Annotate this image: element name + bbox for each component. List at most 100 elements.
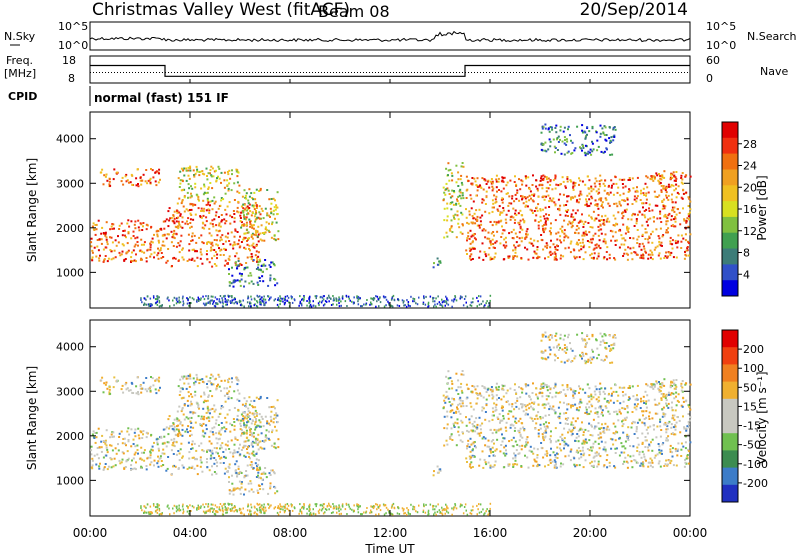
power-point (255, 231, 258, 234)
power-point (500, 236, 503, 238)
power-point (590, 153, 593, 156)
velocity-point (532, 452, 535, 455)
velocity-point (156, 462, 159, 465)
velocity-point (172, 453, 175, 455)
power-point (149, 297, 152, 300)
velocity-point (550, 439, 552, 442)
power-point (529, 237, 532, 240)
velocity-point (252, 467, 255, 470)
velocity-point (507, 465, 510, 467)
power-point (182, 300, 184, 303)
velocity-point (255, 439, 258, 442)
power-point (584, 136, 587, 139)
velocity-point (461, 421, 464, 424)
power-point (324, 303, 326, 306)
power-point (482, 228, 485, 231)
velocity-point (489, 466, 492, 469)
nave-point (582, 72, 583, 73)
power-point (526, 233, 529, 236)
power-point (256, 230, 259, 233)
power-point (445, 231, 448, 234)
power-point (196, 168, 199, 171)
velocity-point (571, 429, 574, 432)
power-point (642, 245, 645, 248)
power-point (447, 169, 450, 172)
power-point (248, 244, 251, 247)
power-point (219, 225, 222, 228)
velocity-point (215, 432, 218, 435)
power-point (229, 177, 232, 180)
velocity-point (144, 388, 147, 391)
velocity-point (179, 387, 182, 390)
power-point (670, 224, 673, 227)
velocity-point (256, 489, 259, 492)
velocity-point (462, 432, 464, 435)
power-point (509, 218, 512, 221)
velocity-point (237, 472, 240, 475)
velocity-point (551, 408, 554, 411)
velocity-point (518, 386, 520, 389)
power-point (566, 140, 569, 143)
power-point (119, 254, 122, 257)
power-point (116, 171, 119, 174)
power-point (241, 273, 243, 276)
velocity-point (589, 446, 592, 449)
velocity-point (193, 382, 195, 385)
velocity-point (126, 450, 129, 453)
velocity-point (206, 466, 209, 469)
power-point (594, 204, 597, 207)
velocity-point (502, 437, 505, 440)
power-point (603, 134, 606, 136)
velocity-point (236, 377, 239, 380)
velocity-point (232, 452, 234, 455)
power-point (661, 207, 664, 210)
velocity-point (207, 380, 210, 383)
power-point (555, 258, 558, 261)
power-point (156, 303, 159, 306)
velocity-point (546, 389, 549, 392)
power-point (616, 191, 619, 194)
power-point (496, 190, 498, 193)
power-point (552, 243, 555, 246)
velocity-point (163, 452, 166, 455)
power-point (641, 255, 644, 258)
power-point (454, 213, 457, 216)
power-point (439, 303, 442, 306)
power-point (178, 223, 181, 226)
power-point (159, 249, 162, 252)
power-point (360, 305, 362, 308)
power-point (239, 217, 242, 219)
velocity-point (177, 428, 180, 431)
power-point (636, 176, 639, 179)
power-point (135, 177, 138, 180)
power-point (177, 227, 180, 230)
nave-point (597, 72, 598, 73)
power-point (598, 239, 601, 242)
power-point (465, 208, 467, 211)
velocity-point (589, 462, 592, 465)
velocity-point (206, 405, 209, 408)
velocity-point (445, 439, 448, 442)
power-point (257, 283, 260, 286)
power-point (115, 244, 118, 247)
velocity-point (515, 422, 518, 424)
velocity-point (218, 385, 221, 388)
velocity-point (566, 419, 569, 421)
power-point (484, 203, 487, 205)
power-point (265, 301, 267, 304)
velocity-point (210, 373, 213, 376)
power-point (479, 216, 482, 219)
power-point (198, 199, 200, 202)
power-point (644, 238, 647, 240)
velocity-point (471, 385, 474, 387)
power-point (622, 215, 625, 217)
velocity-point (220, 407, 223, 410)
power-point (542, 126, 545, 128)
power-point (674, 220, 677, 223)
power-point (261, 210, 264, 212)
power-point (427, 305, 429, 308)
velocity-point (513, 429, 516, 432)
power-point (521, 198, 523, 201)
